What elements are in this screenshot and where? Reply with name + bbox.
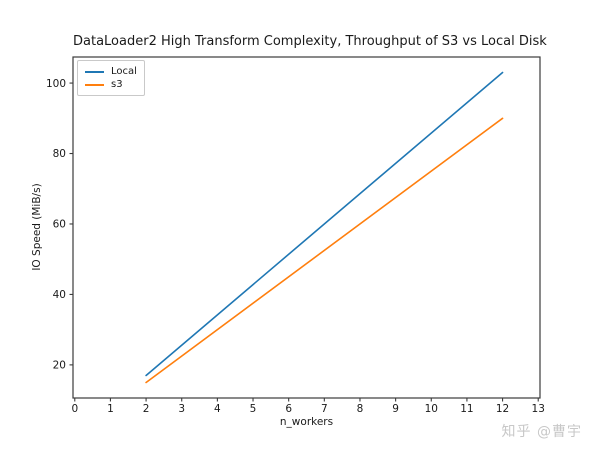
x-tick-label: 9 (392, 403, 399, 415)
legend-entry-local: Local (85, 65, 137, 78)
y-tick-label: 100 (46, 78, 66, 90)
y-axis-label: IO Speed (MiB/s) (31, 183, 43, 271)
x-tick-label: 4 (214, 403, 221, 415)
chart-title: DataLoader2 High Transform Complexity, T… (73, 34, 547, 49)
x-tick-label: 0 (71, 403, 78, 415)
series-line-local (145, 71, 504, 377)
x-tick-label: 10 (425, 403, 438, 415)
y-tick-label: 20 (53, 360, 66, 372)
x-tick-label: 11 (460, 403, 473, 415)
legend-label-local: Local (111, 65, 137, 77)
legend-line-s3-icon (85, 83, 104, 86)
x-tick-label: 12 (496, 403, 509, 415)
x-tick-label: 3 (178, 403, 185, 415)
y-tick-label: 80 (53, 148, 66, 160)
x-tick-label: 5 (250, 403, 257, 415)
axes-spines (72, 56, 541, 399)
x-tick-label: 7 (321, 403, 328, 415)
watermark: 知乎 @曹宇 (501, 424, 582, 440)
legend-entry-s3: s3 (85, 78, 137, 91)
x-tick-label: 6 (285, 403, 292, 415)
x-tick-label: 8 (357, 403, 364, 415)
legend-label-s3: s3 (111, 78, 123, 90)
y-tick-label: 60 (53, 219, 66, 231)
legend: Local s3 (77, 60, 145, 96)
legend-line-local-icon (85, 70, 104, 73)
x-axis-label: n_workers (279, 416, 334, 428)
x-tick-label: 2 (143, 403, 150, 415)
y-tick-label: 40 (53, 289, 66, 301)
series-line-s3 (145, 117, 504, 384)
x-tick-label: 1 (107, 403, 114, 415)
x-tick-label: 13 (532, 403, 545, 415)
